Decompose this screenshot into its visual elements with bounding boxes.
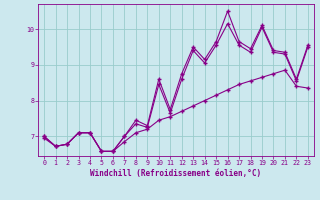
X-axis label: Windchill (Refroidissement éolien,°C): Windchill (Refroidissement éolien,°C) [91, 169, 261, 178]
